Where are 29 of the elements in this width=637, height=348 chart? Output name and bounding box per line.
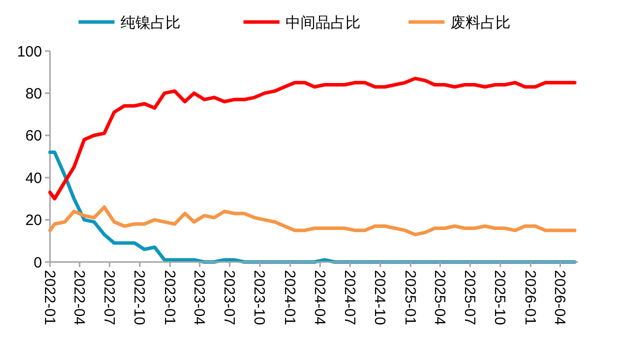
x-tick-label: 2022-01 [40, 270, 58, 326]
y-tick-label: 100 [16, 43, 42, 60]
x-tick-label: 2022-10 [130, 270, 148, 326]
x-tick-label: 2023-01 [160, 270, 178, 326]
x-tick-label: 2026-04 [550, 270, 568, 326]
x-tick-label: 2025-01 [401, 270, 418, 326]
x-tick-label: 2023-10 [250, 270, 268, 326]
line-series [48, 205, 576, 236]
y-tick-label: 60 [25, 128, 42, 145]
legend-label: 中间品占比 [286, 14, 360, 32]
x-tick-label: 2023-04 [190, 270, 208, 326]
x-tick-label: 2022-07 [100, 270, 118, 326]
y-tick-label: 40 [25, 170, 42, 187]
y-tick-label: 80 [25, 85, 42, 102]
y-tick-label: 0 [34, 254, 42, 272]
x-tick-label: 2024-10 [371, 270, 388, 326]
x-tick-label: 2024-04 [310, 270, 328, 326]
line-series [48, 76, 576, 200]
x-tick-label: 2024-07 [340, 270, 358, 326]
legend-label: 纯镍占比 [120, 14, 180, 32]
legend-label: 废料占比 [450, 14, 510, 32]
x-tick-label: 2024-01 [280, 270, 298, 326]
x-tick-label: 2025-10 [491, 270, 508, 326]
x-tick-label: 2025-07 [460, 270, 478, 326]
x-tick-label: 2025-04 [430, 270, 448, 326]
x-tick-label: 2022-04 [70, 270, 88, 326]
x-tick-label: 2023-07 [220, 270, 238, 326]
y-tick-label: 20 [25, 212, 42, 230]
x-tick-label: 2026-01 [521, 270, 538, 326]
